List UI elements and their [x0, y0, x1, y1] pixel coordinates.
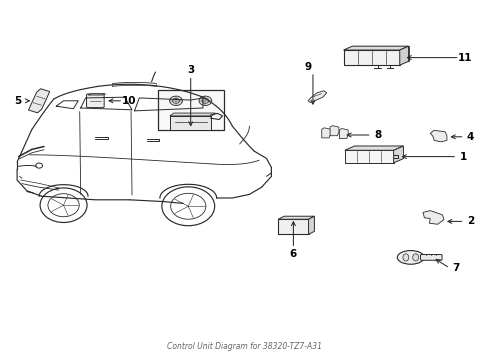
Text: Control Unit Diagram for 38320-TZ7-A31: Control Unit Diagram for 38320-TZ7-A31 [167, 342, 321, 351]
Circle shape [199, 96, 211, 105]
Polygon shape [329, 126, 338, 136]
Polygon shape [88, 94, 105, 95]
Polygon shape [308, 216, 314, 234]
Bar [170, 116, 211, 130]
Text: 7: 7 [451, 263, 459, 273]
Bar [351, 46, 408, 61]
Text: 5: 5 [15, 96, 21, 106]
Ellipse shape [402, 254, 408, 261]
Text: 6: 6 [289, 249, 296, 259]
Text: 9: 9 [304, 62, 311, 72]
Text: 11: 11 [457, 53, 472, 63]
Polygon shape [344, 146, 403, 150]
Polygon shape [28, 89, 50, 113]
Polygon shape [399, 46, 408, 65]
Text: 10: 10 [122, 96, 136, 106]
Bar [343, 50, 399, 65]
Polygon shape [170, 113, 215, 116]
Bar [344, 150, 393, 163]
Text: 2: 2 [466, 216, 473, 226]
Text: 3: 3 [187, 65, 194, 75]
Text: 1: 1 [459, 152, 466, 162]
Circle shape [169, 96, 182, 105]
Text: 4: 4 [466, 132, 473, 142]
Polygon shape [321, 128, 330, 138]
Polygon shape [307, 91, 326, 103]
Ellipse shape [396, 251, 424, 264]
Bar [278, 219, 308, 234]
Polygon shape [429, 130, 446, 142]
Bar [157, 90, 223, 130]
Text: 8: 8 [373, 130, 380, 140]
Ellipse shape [412, 254, 418, 261]
Polygon shape [278, 216, 314, 219]
Polygon shape [339, 129, 347, 139]
Polygon shape [343, 46, 408, 50]
Polygon shape [393, 146, 403, 163]
Polygon shape [422, 211, 443, 224]
FancyBboxPatch shape [420, 255, 441, 260]
FancyBboxPatch shape [86, 94, 104, 108]
